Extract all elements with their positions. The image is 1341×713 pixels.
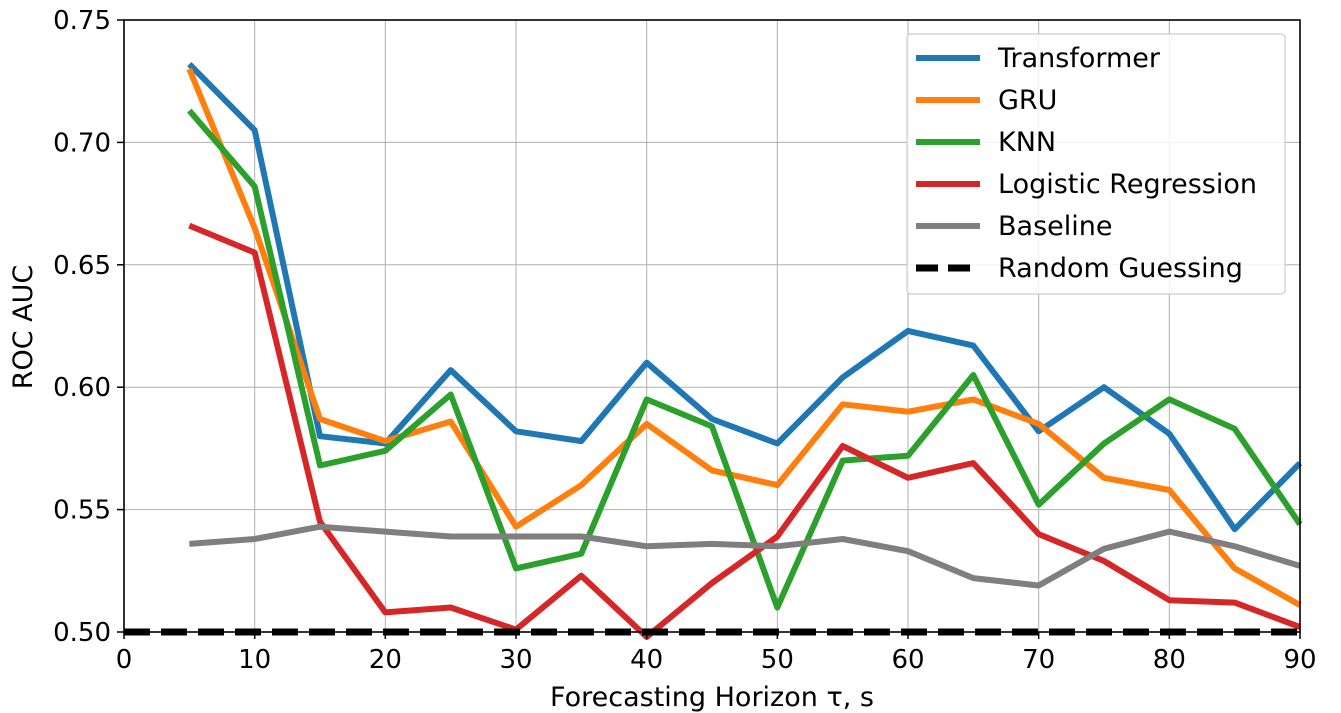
y-tick-label: 0.65: [53, 251, 111, 281]
y-tick-label: 0.70: [53, 128, 111, 158]
series-line-baseline: [189, 523, 1301, 589]
x-tick-label: 60: [891, 645, 924, 675]
plot-frame: [123, 19, 1301, 633]
x-tick-label: 20: [369, 645, 402, 675]
series-line-logistic-regression: [188, 222, 1302, 640]
legend-label-logistic-regression: Logistic Regression: [998, 169, 1257, 200]
legend: Transformer GRU KNN Logistic Regression Base…: [906, 33, 1286, 295]
x-axis-label: Forecasting Horizon τ, s: [550, 682, 874, 713]
y-axis-label: ROC AUC: [8, 265, 39, 390]
axis-ticks: 0 10 20 30 40 50 60 70 80 90 0.50 0.55 0.60 0.65 0.70 0…: [53, 6, 1316, 675]
y-tick-label: 0.75: [53, 6, 111, 36]
x-tick-label: 10: [238, 645, 271, 675]
series-line-knn: [187, 108, 1303, 611]
x-tick-label: 0: [116, 645, 133, 675]
x-tick-label: 90: [1283, 645, 1316, 675]
x-tick-label: 50: [761, 645, 794, 675]
x-tick-label: 40: [630, 645, 663, 675]
legend-label-transformer: Transformer: [997, 43, 1161, 74]
legend-label-gru: GRU: [998, 85, 1057, 116]
y-tick-label: 0.50: [53, 618, 111, 648]
y-tick-label: 0.55: [53, 496, 111, 526]
legend-label-baseline: Baseline: [998, 211, 1112, 242]
legend-label-knn: KNN: [998, 127, 1056, 158]
axes-frame: [123, 19, 1301, 633]
series-line-transformer: [187, 61, 1303, 533]
legend-box: [906, 33, 1286, 295]
legend-label-random-guessing: Random Guessing: [998, 253, 1243, 284]
x-tick-label: 80: [1153, 645, 1186, 675]
series-line-gru: [186, 67, 1302, 608]
y-tick-label: 0.60: [53, 373, 111, 403]
x-tick-label: 30: [499, 645, 532, 675]
x-tick-label: 70: [1022, 645, 1055, 675]
